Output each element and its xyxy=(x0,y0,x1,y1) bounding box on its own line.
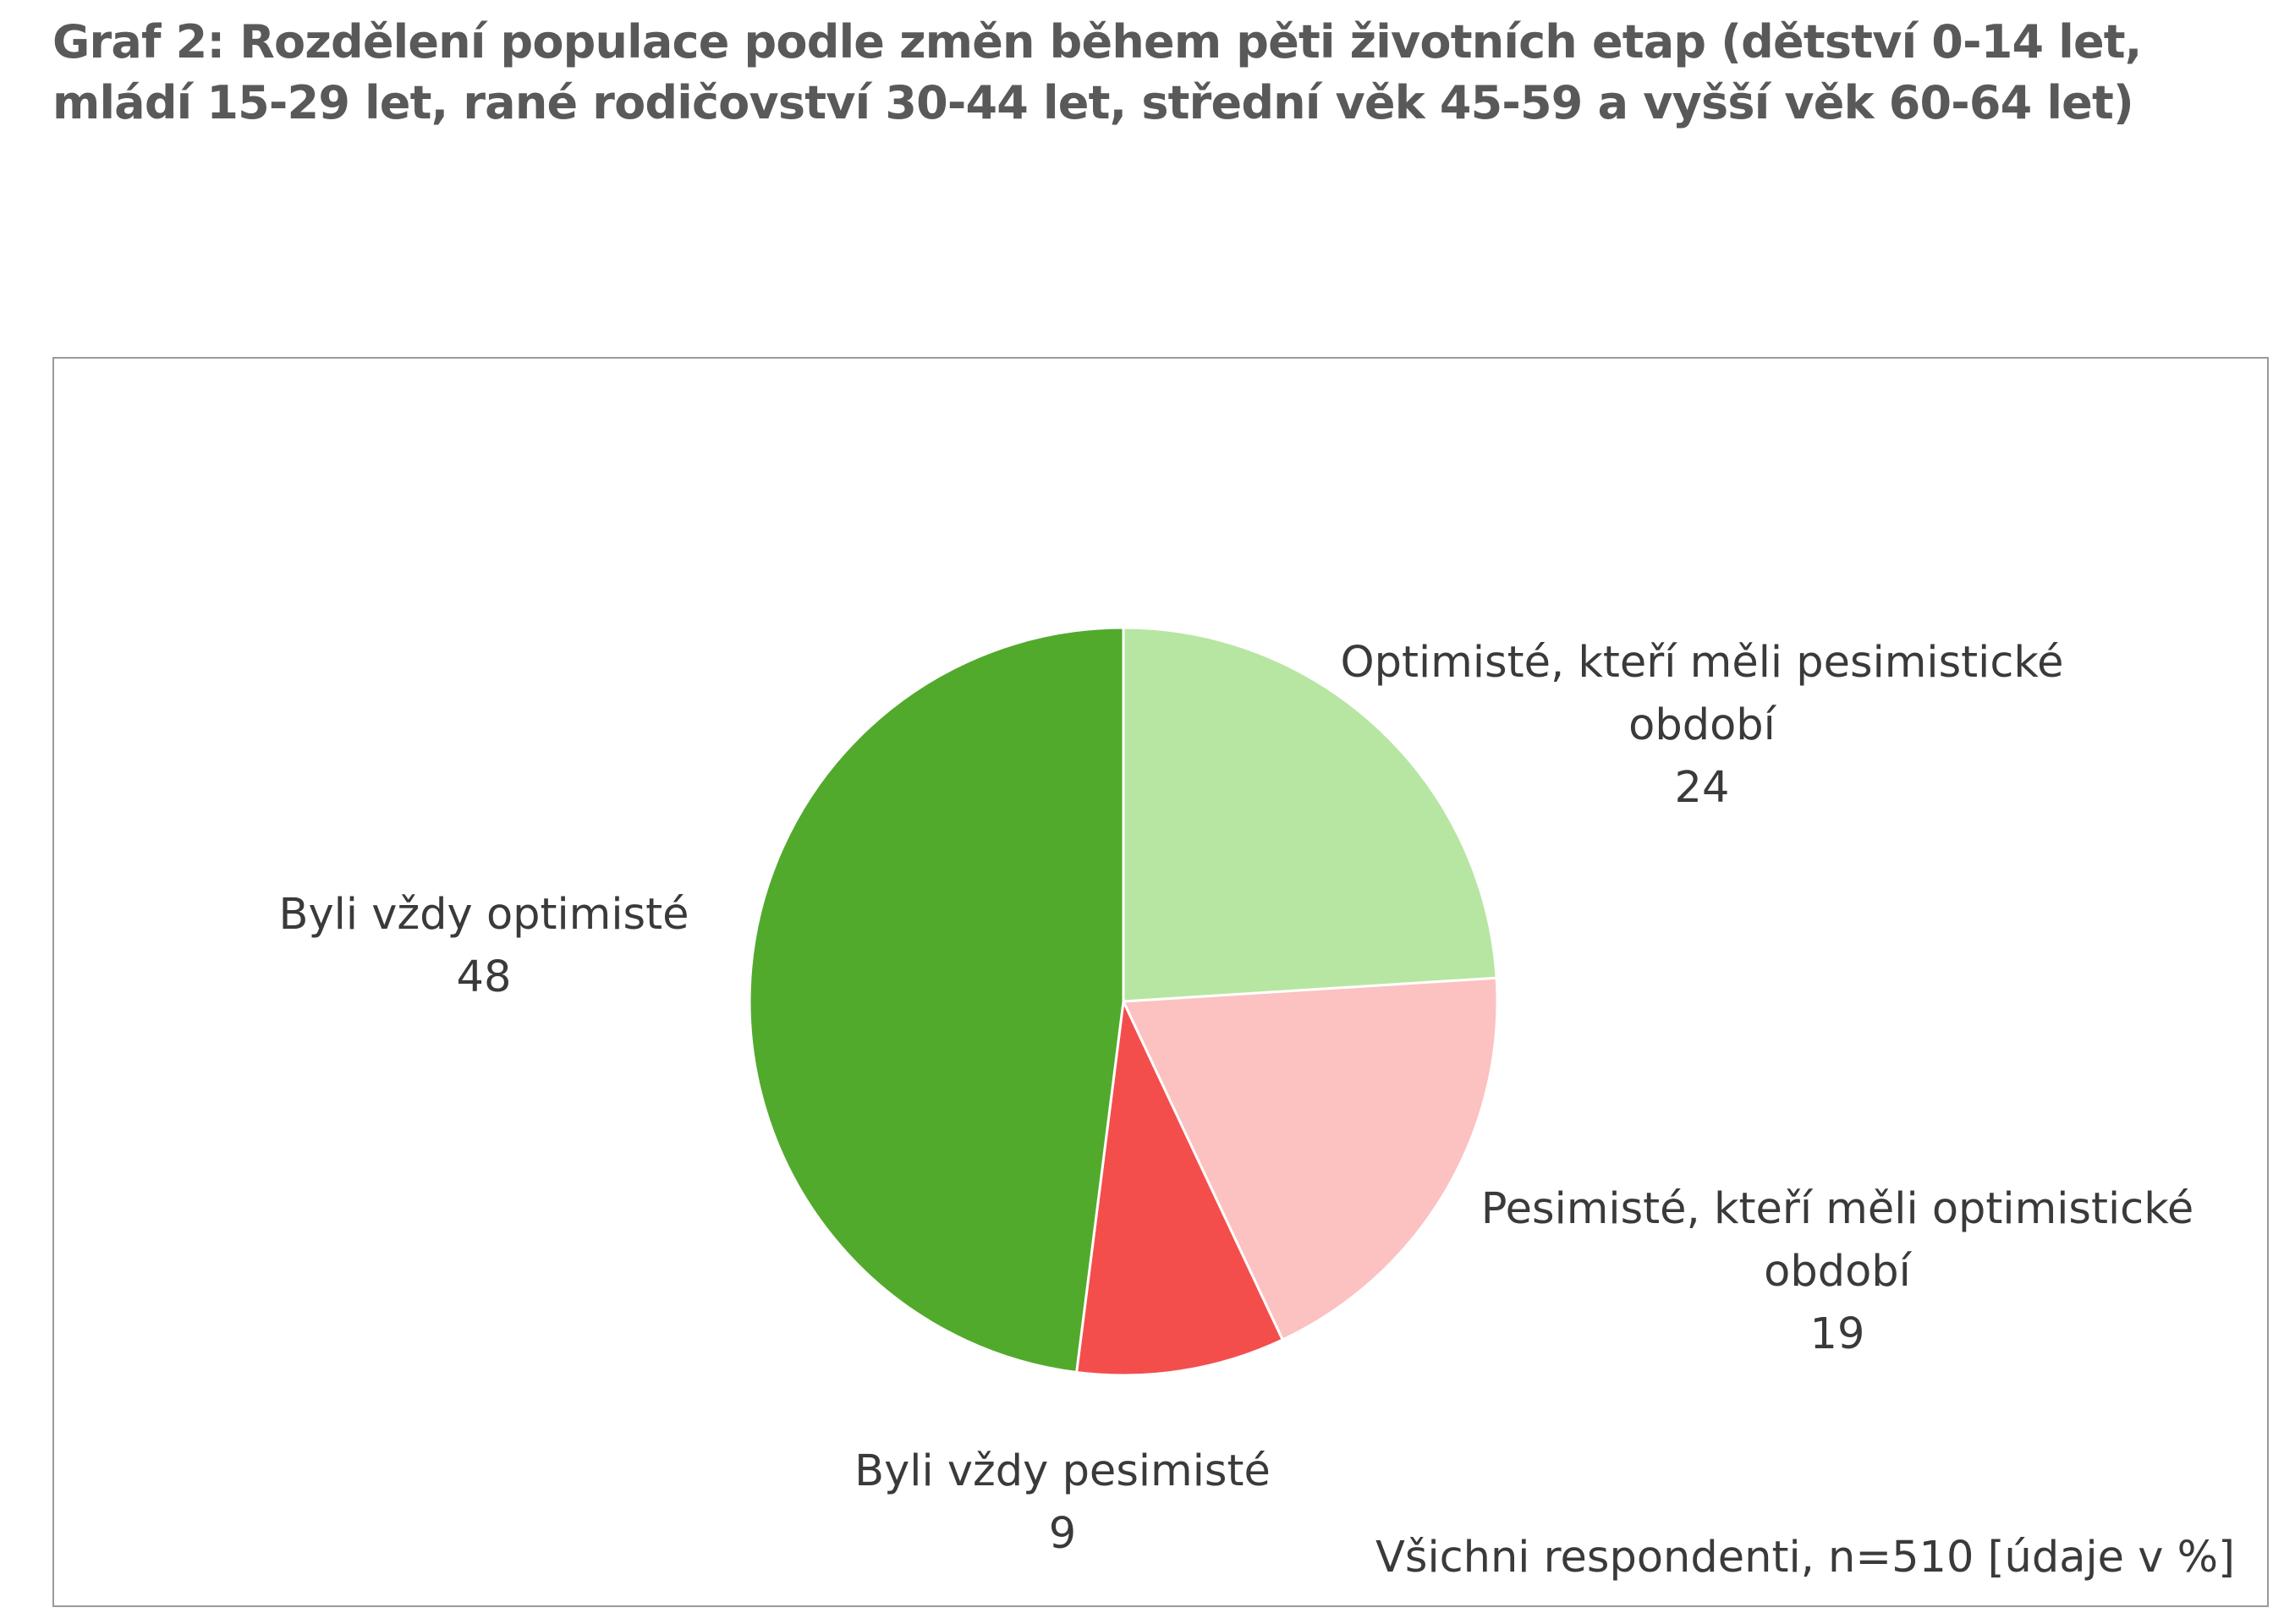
slice-label: období xyxy=(1764,1247,1913,1297)
pie-slice xyxy=(1121,976,1499,1341)
pie-slices xyxy=(748,626,1499,1377)
slice-label: Byli vždy pesimisté xyxy=(854,1446,1271,1496)
pie-slice xyxy=(1122,626,1498,1003)
footnote: Všichni respondenti, n=510 [údaje v %] xyxy=(1375,1533,2235,1583)
slice-value: 19 xyxy=(1810,1309,1865,1359)
slice-value: 9 xyxy=(1049,1509,1076,1559)
pie-slice xyxy=(1074,996,1285,1377)
slice-labels: Optimisté, kteří měli pesimistické období… xyxy=(279,638,2194,1559)
slice-label: Optimisté, kteří měli pesimistické xyxy=(1341,638,2064,688)
slice-label: Pesimisté, kteří měli optimistické xyxy=(1481,1184,2194,1234)
slice-label: období xyxy=(1628,700,1777,750)
slice-value: 24 xyxy=(1675,763,1730,813)
slice-value: 48 xyxy=(457,952,512,1002)
slice-label: Byli vždy optimisté xyxy=(279,890,689,940)
pie-slice xyxy=(748,626,1125,1374)
page-title: Graf 2: Rozdělení populace podle změn bě… xyxy=(52,15,2142,129)
